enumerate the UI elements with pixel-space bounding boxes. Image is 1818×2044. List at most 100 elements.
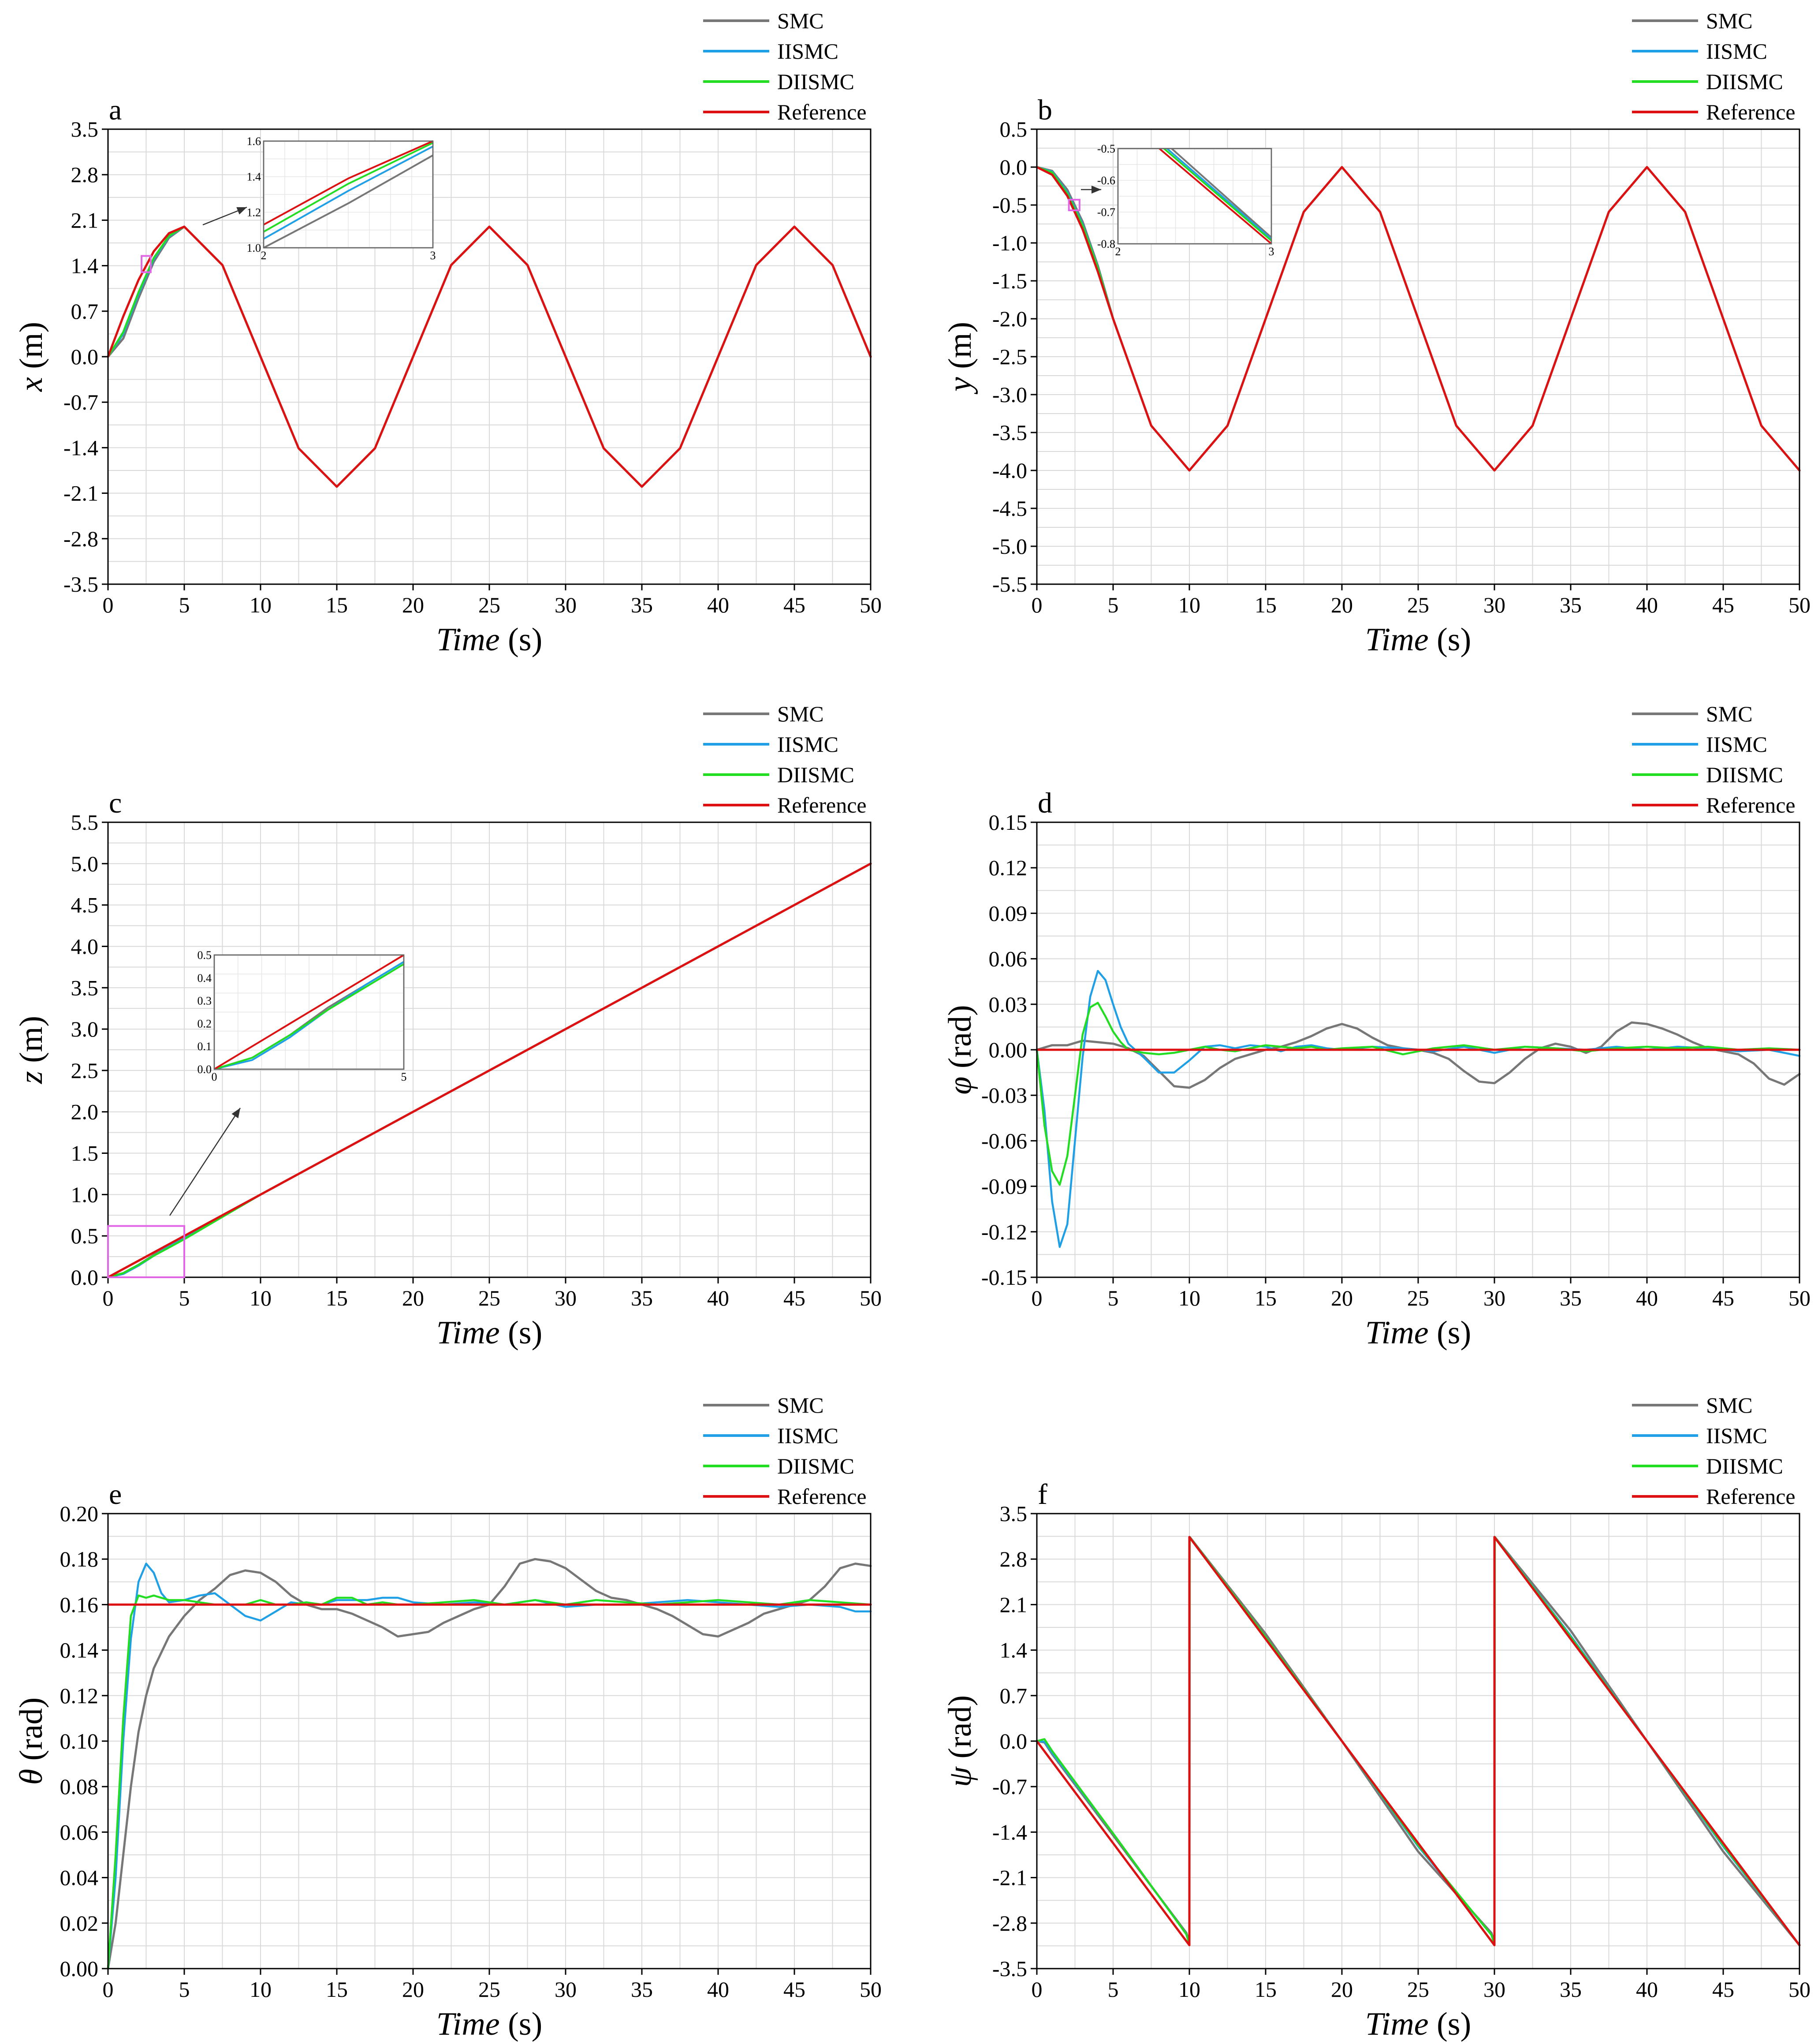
x-axis-label-var: Time [1365, 2006, 1429, 2042]
y-tick-label: 0.7 [71, 299, 99, 324]
x-tick-label: 25 [1407, 1977, 1429, 2002]
y-tick-label: 0.00 [60, 1956, 99, 1981]
legend-label-diismc: DIISMC [1706, 1454, 1783, 1478]
legend-label-reference: Reference [777, 100, 867, 124]
inset-c: 0 5 0.0 0.1 0.2 0.3 0.4 0.5 [197, 949, 407, 1083]
legend-label-reference: Reference [777, 793, 867, 817]
y-tick-label: 3.0 [71, 1017, 99, 1041]
x-tick-label: 10 [1178, 593, 1200, 617]
x-axis-label-f: Time (s) [1365, 2006, 1472, 2042]
x-tick-label: 20 [1331, 1977, 1353, 2002]
y-tick-label: 0.5 [1000, 117, 1028, 142]
x-tick-label: 15 [326, 593, 348, 617]
inset-y-tick-label: 1.2 [247, 206, 261, 219]
x-axis-label-a: Time (s) [436, 622, 543, 658]
y-axis-label-var: φ [942, 1077, 978, 1095]
x-axis-label-var: Time [436, 622, 500, 658]
y-tick-label: -2.8 [992, 1911, 1027, 1936]
x-tick-label: 0 [103, 593, 114, 617]
zoom-arrow-a [202, 206, 247, 226]
x-axis-label-e: Time (s) [436, 2006, 543, 2042]
y-tick-label: 0.12 [60, 1683, 99, 1708]
x-axis-label-unit: (s) [500, 622, 543, 658]
x-tick-label: 35 [1560, 593, 1582, 617]
legend-label-smc: SMC [777, 8, 824, 33]
series-line-reference-b [1036, 166, 1801, 472]
gridlines-c [108, 822, 871, 1278]
gridlines-a [108, 129, 871, 585]
y-tick-label: 2.1 [1000, 1592, 1028, 1617]
inset-b: 2 3 -0.5 -0.6 -0.7 -0.8 [1097, 142, 1274, 258]
legend-label-reference: Reference [1706, 1484, 1796, 1509]
y-tick-label: -3.5 [63, 572, 98, 597]
inset-y-tick-label: 1.4 [247, 171, 261, 183]
zoom-region-box-c [107, 1225, 185, 1279]
x-tick-label: 40 [707, 1977, 729, 2002]
y-axis-label-var: x [13, 377, 49, 392]
inset-y-tick-label: 0.1 [197, 1040, 212, 1053]
inset-series-diismc [1163, 148, 1272, 242]
legend-label-diismc: DIISMC [1706, 69, 1783, 94]
series-line-diismc-e [107, 1594, 872, 1970]
y-tick-label: 0.16 [60, 1592, 99, 1617]
inset-series-diismc [214, 963, 405, 1070]
x-tick-label: 10 [250, 1286, 272, 1310]
y-tick-label: 0.10 [60, 1729, 99, 1753]
inset-y-tick-label: 1.0 [247, 242, 261, 254]
y-axis-label-var: θ [13, 1769, 49, 1785]
y-axis-label-unit: (m) [13, 1016, 49, 1071]
x-tick-label: 30 [555, 593, 577, 617]
legend-c: SMC IISMC DIISMC Reference [703, 701, 867, 817]
legend-a: SMC IISMC DIISMC Reference [703, 8, 867, 124]
x-axis-label-var: Time [436, 2006, 500, 2042]
y-axis-label-var: ψ [942, 1766, 978, 1787]
x-tick-label: 0 [103, 1286, 114, 1310]
inset-y-tick-label: -0.7 [1097, 206, 1115, 219]
y-tick-label: 2.8 [1000, 1547, 1028, 1571]
inset-series-reference [263, 140, 433, 226]
x-axis-label-unit: (s) [1429, 622, 1472, 658]
y-tick-label: -5.0 [992, 534, 1027, 559]
y-axis-label-b: y (m) [942, 322, 978, 395]
x-tick-label: 10 [1178, 1286, 1200, 1310]
x-tick-label: 15 [1255, 1977, 1277, 2002]
legend-label-reference: Reference [777, 1484, 867, 1509]
y-tick-label: 1.0 [71, 1182, 99, 1207]
legend-label-iismc: IISMC [1706, 732, 1767, 757]
y-tick-label: -2.1 [992, 1865, 1027, 1890]
y-tick-label: -4.5 [992, 496, 1027, 521]
x-tick-label: 45 [783, 593, 805, 617]
y-tick-label: 3.5 [71, 117, 99, 142]
x-tick-label: 20 [402, 1977, 424, 2002]
x-tick-label: 5 [179, 1286, 190, 1310]
x-axis-label-c: Time (s) [436, 1315, 543, 1351]
y-tick-label: 5.0 [71, 851, 99, 876]
inset-y-tick-label: -0.8 [1097, 238, 1115, 250]
x-tick-label: 10 [1178, 1977, 1200, 2002]
x-tick-label: 35 [1560, 1977, 1582, 2002]
x-tick-label: 15 [326, 1286, 348, 1310]
series-line-reference-a [107, 225, 872, 488]
inset-series-smc [263, 154, 433, 249]
zoom-arrow-c [169, 1108, 241, 1216]
x-tick-label: 25 [478, 1977, 500, 2002]
legend-label-diismc: DIISMC [777, 69, 854, 94]
y-axis-label-unit: (rad) [942, 1005, 978, 1076]
y-tick-label: -0.06 [981, 1128, 1027, 1153]
inset-border-b [1117, 148, 1272, 245]
chart-panel-c: 0 5 10 15 20 25 30 35 40 45 500.00.51.01.52.02.53.… [13, 701, 882, 1351]
y-tick-label: 0.08 [60, 1774, 99, 1799]
y-tick-label: 0.0 [71, 344, 99, 369]
series-line-reference-f [1036, 1536, 1801, 1947]
y-axis-label-unit: (rad) [942, 1695, 978, 1767]
y-tick-label: 3.5 [71, 975, 99, 1000]
legend-label-iismc: IISMC [1706, 1423, 1767, 1448]
panel-letter-a: a [109, 94, 122, 126]
x-tick-label: 30 [1483, 1286, 1505, 1310]
legend-label-reference: Reference [1706, 100, 1796, 124]
y-tick-label: 0.06 [989, 947, 1028, 971]
y-tick-label: -0.7 [992, 1774, 1027, 1799]
legend-label-diismc: DIISMC [1706, 762, 1783, 787]
legend-d: SMC IISMC DIISMC Reference [1632, 701, 1796, 817]
